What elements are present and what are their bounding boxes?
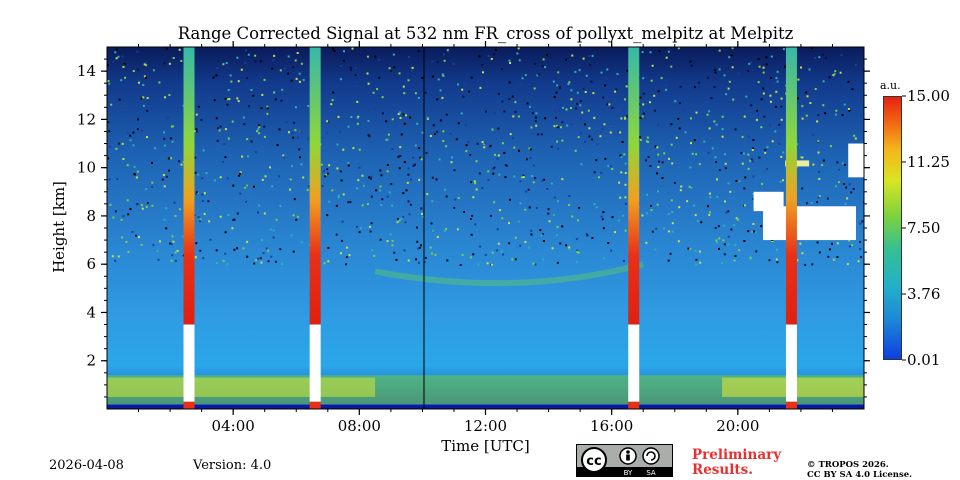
aerosol-layer xyxy=(374,261,644,287)
colorbar-tick: 15.00 xyxy=(907,87,950,105)
colorbar-tick: 11.25 xyxy=(907,153,950,171)
high-cloud xyxy=(763,206,856,241)
y-tick-label: 2 xyxy=(86,352,96,370)
ground-line xyxy=(107,405,864,409)
preliminary-notice: Preliminary Results. xyxy=(692,448,781,478)
high-cloud-edge xyxy=(785,160,810,167)
x-tick-label: 04:00 xyxy=(212,417,255,435)
y-tick-label: 10 xyxy=(77,159,96,177)
date-label: 2026-04-08 xyxy=(49,458,124,473)
y-tick-label: 4 xyxy=(86,303,96,321)
x-tick-label: 20:00 xyxy=(716,417,759,435)
preliminary-line: Preliminary xyxy=(692,447,782,463)
cc-logo-text: cc xyxy=(586,454,601,469)
preliminary-line: Results. xyxy=(692,462,753,478)
version-label: Version: 4.0 xyxy=(193,458,272,473)
high-cloud xyxy=(848,143,864,178)
colorbar-tick: 0.01 xyxy=(907,351,941,369)
y-tick-label: 12 xyxy=(77,110,96,128)
chart-title: Range Corrected Signal at 532 nm FR_cros… xyxy=(177,24,794,43)
cc-license-badge[interactable]: cc BY SA xyxy=(576,444,673,477)
colorbar-unit: a.u. xyxy=(880,79,901,92)
x-tick-label: 12:00 xyxy=(464,417,507,435)
noise-field xyxy=(107,47,864,266)
by-label: BY xyxy=(624,469,633,476)
cc-badge-svg: cc BY SA xyxy=(577,447,672,477)
copyright-line: CC BY SA 4.0 License. xyxy=(807,470,913,480)
plot-area xyxy=(107,47,864,409)
cc-logo-icon xyxy=(581,447,607,473)
calibration-column xyxy=(785,47,797,409)
y-tick-label: 6 xyxy=(86,255,96,273)
plot-frame xyxy=(106,46,865,410)
y-tick-label: 14 xyxy=(77,62,96,80)
plot-svg xyxy=(107,47,864,409)
sa-label: SA xyxy=(646,469,656,476)
calibration-column xyxy=(183,47,195,409)
y-axis-label: Height [km] xyxy=(50,181,68,273)
x-tick-label: 16:00 xyxy=(590,417,633,435)
calibration-column xyxy=(309,47,321,409)
copyright-line: © TROPOS 2026. xyxy=(807,460,889,470)
colorbar-tick: 7.50 xyxy=(907,219,941,237)
high-cloud xyxy=(753,191,784,212)
x-axis-label: Time [UTC] xyxy=(441,437,530,455)
colorbar-tick: 3.76 xyxy=(907,285,941,303)
colorbar xyxy=(883,96,902,360)
calibration-column xyxy=(628,47,640,409)
x-tick-label: 08:00 xyxy=(338,417,381,435)
y-tick-label: 8 xyxy=(86,207,96,225)
copyright-notice: © TROPOS 2026. CC BY SA 4.0 License. xyxy=(807,460,912,480)
share-alike-icon xyxy=(642,447,660,465)
boundary-layer-morning xyxy=(107,377,376,397)
